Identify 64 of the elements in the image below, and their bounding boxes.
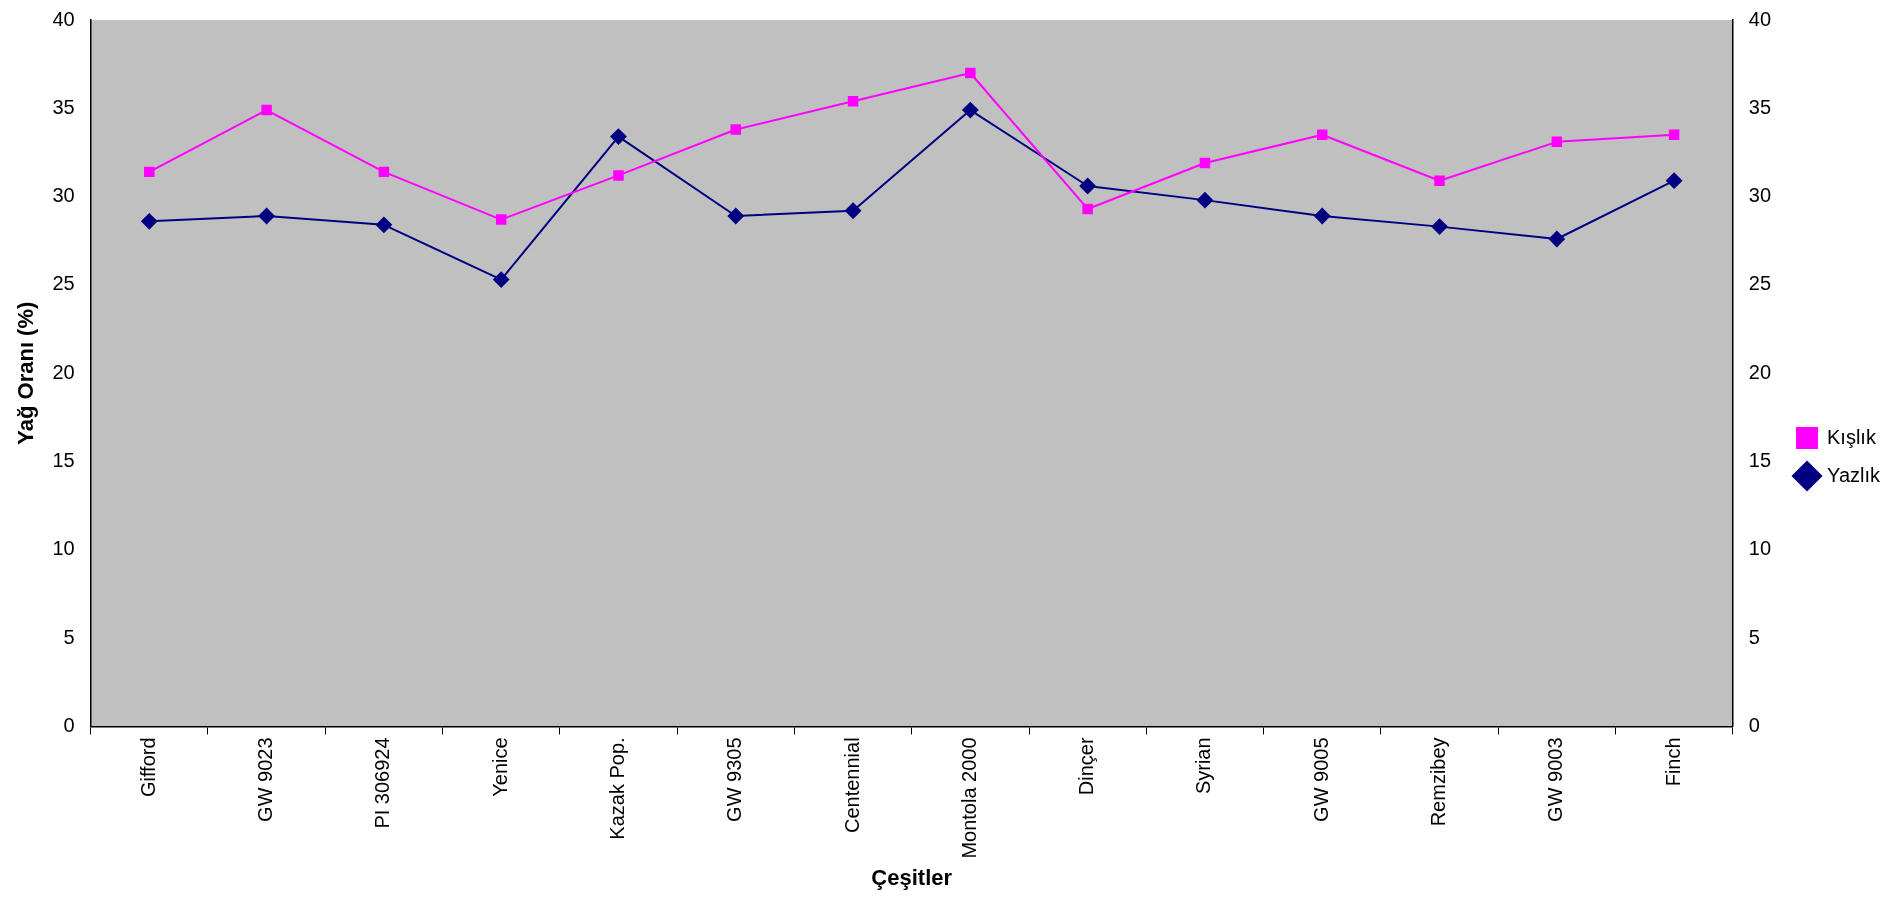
x-axis-title: Çeşitler bbox=[871, 864, 953, 890]
point bbox=[1431, 218, 1448, 235]
x-tick-label: Gifford bbox=[136, 737, 159, 798]
point bbox=[1434, 175, 1445, 186]
y-tick-label: 30 bbox=[52, 184, 75, 207]
point bbox=[730, 124, 742, 135]
y-tick-label: 0 bbox=[63, 713, 75, 736]
point bbox=[1548, 230, 1565, 247]
x-tick-label: Montola 2000 bbox=[957, 737, 980, 859]
y2-tick-label: 10 bbox=[1748, 537, 1772, 560]
y2-tick-label: 25 bbox=[1748, 272, 1772, 295]
y2-tick-label: 0 bbox=[1748, 713, 1760, 736]
point bbox=[965, 67, 976, 79]
point bbox=[1314, 208, 1331, 225]
point bbox=[495, 214, 507, 225]
point bbox=[1668, 129, 1680, 141]
y-tick-label: 10 bbox=[52, 537, 75, 560]
x-tick-label: PI 306924 bbox=[371, 737, 394, 829]
point bbox=[141, 213, 158, 230]
y-tick-label: 15 bbox=[52, 449, 75, 472]
y2-tick-label: 40 bbox=[1748, 7, 1772, 30]
point bbox=[845, 202, 862, 219]
point bbox=[375, 216, 392, 233]
point bbox=[847, 95, 859, 107]
x-tick-label: GW 9005 bbox=[1309, 737, 1332, 822]
point bbox=[493, 271, 510, 288]
y2-tick-label: 30 bbox=[1748, 184, 1772, 207]
x-tick-label: Syrian bbox=[1192, 737, 1215, 795]
point bbox=[1666, 172, 1683, 189]
point bbox=[613, 170, 624, 181]
point bbox=[962, 102, 979, 119]
y-tick-label: 40 bbox=[52, 7, 75, 30]
y-tick-label: 20 bbox=[52, 360, 75, 383]
y2-tick-label: 5 bbox=[1748, 625, 1760, 648]
point bbox=[1079, 178, 1096, 194]
x-tick-label: Finch bbox=[1661, 737, 1684, 787]
point bbox=[261, 104, 272, 116]
point bbox=[378, 166, 390, 178]
point bbox=[1551, 136, 1563, 148]
y2-tick-label: 35 bbox=[1748, 95, 1772, 118]
x-tick-label: Kazak Pop. bbox=[605, 737, 628, 840]
x-tick-label: GW 9023 bbox=[254, 737, 277, 822]
y-tick-label: 25 bbox=[52, 272, 75, 295]
point bbox=[258, 208, 275, 225]
x-tick-label: Centennial bbox=[840, 737, 863, 834]
y-axis-title: Yağ Oranı (%) bbox=[13, 301, 39, 445]
point bbox=[1082, 203, 1093, 215]
legend-label: Kışlık bbox=[1827, 425, 1877, 448]
point bbox=[1199, 157, 1211, 169]
y-tick-label: 5 bbox=[63, 625, 75, 648]
point bbox=[1196, 192, 1213, 209]
x-tick-label: Yenice bbox=[488, 737, 511, 797]
x-tick-label: GW 9003 bbox=[1544, 737, 1567, 822]
point bbox=[144, 166, 155, 178]
x-tick-label: Remzibey bbox=[1427, 737, 1450, 827]
point bbox=[610, 128, 627, 145]
y2-tick-label: 15 bbox=[1748, 449, 1772, 472]
point bbox=[1317, 129, 1328, 141]
x-tick-label: Dinçer bbox=[1075, 737, 1098, 796]
legend-label: Yazlık bbox=[1827, 463, 1881, 486]
x-tick-label: GW 9305 bbox=[723, 737, 746, 822]
point bbox=[727, 208, 744, 225]
y2-tick-label: 20 bbox=[1748, 360, 1772, 383]
y-tick-label: 35 bbox=[52, 95, 75, 118]
